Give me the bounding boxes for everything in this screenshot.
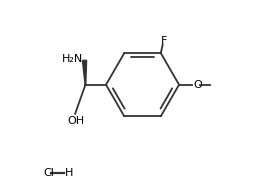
- Text: F: F: [160, 36, 167, 46]
- Text: Cl: Cl: [43, 168, 54, 178]
- Text: O: O: [194, 80, 203, 90]
- Text: OH: OH: [68, 116, 85, 126]
- Polygon shape: [82, 60, 87, 85]
- Text: H₂N: H₂N: [62, 54, 83, 64]
- Text: H: H: [65, 168, 73, 178]
